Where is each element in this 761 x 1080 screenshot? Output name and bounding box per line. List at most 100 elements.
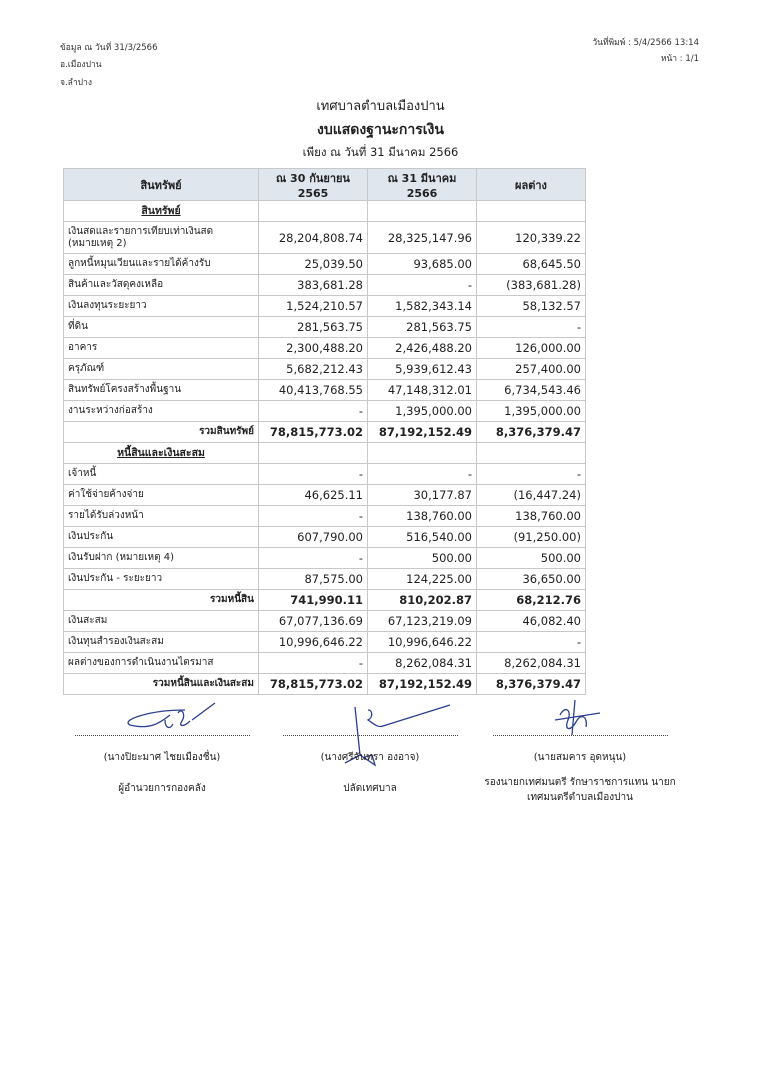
signatory-name: (นายสมคาร อุดหนุน) [533,752,627,763]
row-label: งานระหว่างก่อสร้าง [63,400,259,422]
value-sep-2565: 10,996,646.22 [258,631,368,653]
value-difference: 8,376,379.47 [476,673,586,695]
section-row: สินทรัพย์ [63,200,586,222]
value-sep-2565 [258,200,368,222]
row-label: เงินสดและรายการเทียบเท่าเงินสด (หมายเหตุ… [63,221,259,254]
table-row: เงินทุนสำรองเงินสะสม 10,996,646.22 10,996,… [63,631,586,653]
value-mar-2566 [367,442,477,464]
row-label: สินค้าและวัสดุคงเหลือ [63,274,259,296]
table-row: เงินรับฝาก (หมายเหตุ 4) -500.00 500.00 [63,547,586,569]
row-label: หนี้สินและเงินสะสม [63,442,259,464]
signature-line [282,735,458,736]
value-sep-2565 [258,442,368,464]
value-mar-2566: 810,202.87 [367,589,477,611]
value-difference: 257,400.00 [476,358,586,380]
table-row: เจ้าหนี้ - - - [63,463,586,485]
table-row: ครุภัณฑ์ 5,682,212.43 5,939,612.43 257,400.… [63,358,586,380]
row-label: ค่าใช้จ่ายค้างจ่าย [63,484,259,506]
value-mar-2566: 87,192,152.49 [367,673,477,695]
page-number: หน้า : 1/1 [660,54,699,64]
value-sep-2565: - [258,463,368,485]
table-row: เงินลงทุนระยะยาว 1,524,210.57 1,582,343.14… [63,295,586,317]
document-subtitle: เพียง ณ วันที่ 31 มีนาคม 2566 [302,145,459,159]
signature-block-finance-director: (นางปิยะมาศ ไชยเมืองชื่น) ผู้อำนวยการกอง… [62,735,262,796]
table-body: สินทรัพย์ เงินสดและรายการเทียบเท่าเงินสด … [63,200,586,695]
value-mar-2566: 93,685.00 [367,253,477,275]
table-row: ค่าใช้จ่ายค้างจ่าย 46,625.11 30,177.87 (16,… [63,484,586,506]
table-row: ลูกหนี้หมุนเวียนและรายได้ค้างรับ 25,039.5… [63,253,586,275]
row-label: เงินลงทุนระยะยาว [63,295,259,317]
total-row: รวมหนี้สิน 741,990.11 810,202.87 68,212.76 [63,589,586,611]
table-row: ผลต่างของการดำเนินงานไตรมาส -8,262,084.31… [63,652,586,674]
value-sep-2565: 383,681.28 [258,274,368,296]
table-row: เงินประกัน - ระยะยาว 87,575.00 124,225.00 3… [63,568,586,590]
table-row: ที่ดิน 281,563.75 281,563.75- [63,316,586,338]
table-row: เงินสะสม 67,077,136.69 67,123,219.09 46,082… [63,610,586,632]
column-header-item: สินทรัพย์ [63,168,259,201]
province: จ.ลำปาง [60,78,92,88]
row-label: ผลต่างของการดำเนินงานไตรมาส [63,652,259,674]
value-sep-2565: 5,682,212.43 [258,358,368,380]
row-label: สินทรัพย์โครงสร้างพื้นฐาน [63,379,259,401]
value-sep-2565: 28,204,808.74 [258,221,368,254]
signature-block-municipal-clerk: (นางศรีจันทรา องอาจ) ปลัดเทศบาล [270,735,470,796]
table-row: สินทรัพย์โครงสร้างพื้นฐาน 40,413,768.55 47… [63,379,586,401]
table-row: เงินสดและรายการเทียบเท่าเงินสด (หมายเหตุ… [63,221,586,254]
signature-2-mark [344,704,451,767]
value-sep-2565: 40,413,768.55 [258,379,368,401]
row-label: รายได้รับล่วงหน้า [63,505,259,527]
value-mar-2566: 30,177.87 [367,484,477,506]
value-mar-2566: 138,760.00 [367,505,477,527]
value-difference: - [476,316,586,338]
value-difference: 36,650.00 [476,568,586,590]
value-sep-2565: 607,790.00 [258,526,368,548]
value-sep-2565: 741,990.11 [258,589,368,611]
column-header-mar-2566: ณ 31 มีนาคม 2566 [367,168,477,201]
value-sep-2565: - [258,400,368,422]
table-row: รายได้รับล่วงหน้า -138,760.00 138,760.00 [63,505,586,527]
row-label: เงินประกัน [63,526,259,548]
document-title: งบแสดงฐานะการเงิน [317,122,444,138]
value-difference: 500.00 [476,547,586,569]
row-label: สินทรัพย์ [63,200,259,222]
table-header-row: สินทรัพย์ ณ 30 กันยายน 2565 ณ 31 มีนาคม … [63,168,586,201]
column-header-sep-2565: ณ 30 กันยายน 2565 [258,168,368,201]
value-difference: 68,645.50 [476,253,586,275]
row-label: รวมสินทรัพย์ [63,421,259,443]
signature-marks [127,699,601,767]
value-mar-2566: 10,996,646.22 [367,631,477,653]
row-label: เงินสะสม [63,610,259,632]
value-sep-2565: 46,625.11 [258,484,368,506]
value-mar-2566 [367,200,477,222]
column-header-difference: ผลต่าง [476,168,586,201]
value-difference: 46,082.40 [476,610,586,632]
organization-name: เทศบาลตำบลเมืองปาน [316,99,445,114]
signatory-position: รองนายกเทศมนตรี รักษาราชการแทน นายกเทศมน… [484,777,676,803]
value-difference: 6,734,543.46 [476,379,586,401]
signatory-position: ผู้อำนวยการกองคลัง [118,783,206,794]
value-mar-2566: 28,325,147.96 [367,221,477,254]
signatory-position: ปลัดเทศบาล [343,783,397,794]
value-mar-2566: 516,540.00 [367,526,477,548]
value-sep-2565: - [258,547,368,569]
value-mar-2566: 124,225.00 [367,568,477,590]
value-mar-2566: 5,939,612.43 [367,358,477,380]
value-mar-2566: 8,262,084.31 [367,652,477,674]
signatory-name: (นางศรีจันทรา องอาจ) [320,752,420,763]
row-label: อาคาร [63,337,259,359]
value-difference: - [476,463,586,485]
data-date: ข้อมูล ณ วันที่ 31/3/2566 [60,43,158,53]
value-difference: 68,212.76 [476,589,586,611]
value-mar-2566: 87,192,152.49 [367,421,477,443]
row-label: เงินประกัน - ระยะยาว [63,568,259,590]
value-mar-2566: - [367,274,477,296]
table-row: เงินประกัน 607,790.00 516,540.00 (91,250.00… [63,526,586,548]
value-mar-2566: 2,426,488.20 [367,337,477,359]
total-row: รวมสินทรัพย์ 78,815,773.02 87,192,152.49 8,… [63,421,586,443]
value-difference: - [476,631,586,653]
signature-1-mark [127,702,216,729]
value-sep-2565: 25,039.50 [258,253,368,275]
signature-line [492,735,668,736]
value-mar-2566: - [367,463,477,485]
value-difference: 8,376,379.47 [476,421,586,443]
